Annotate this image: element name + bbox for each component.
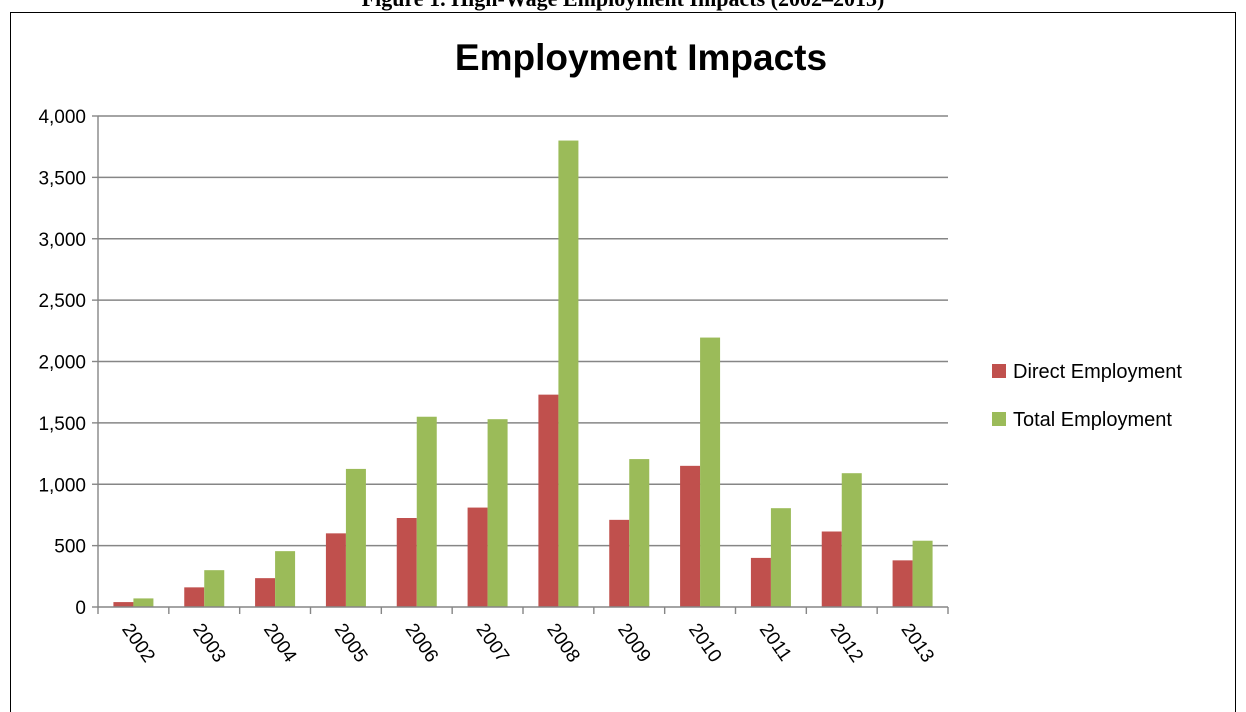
x-tick-label: 2013 bbox=[896, 620, 937, 667]
legend-label: Total Employment bbox=[1013, 409, 1172, 431]
bar-direct-employment-2011 bbox=[750, 557, 771, 607]
bar-total-employment-2008 bbox=[558, 140, 579, 608]
bar-direct-employment-2009 bbox=[609, 519, 630, 607]
bar-direct-employment-2007 bbox=[467, 507, 488, 607]
bar-total-employment-2013 bbox=[912, 540, 933, 607]
chart-frame bbox=[10, 12, 1236, 712]
y-tick-label: 1,000 bbox=[38, 475, 86, 496]
grid-lines bbox=[98, 115, 948, 547]
bar-total-employment-2002 bbox=[133, 598, 154, 607]
x-tick-label: 2004 bbox=[259, 620, 301, 667]
y-tick-label: 3,500 bbox=[38, 168, 86, 189]
legend-swatch bbox=[992, 364, 1006, 378]
x-tick-label: 2008 bbox=[542, 620, 583, 667]
y-tick-label: 2,500 bbox=[38, 291, 86, 312]
bar-total-employment-2012 bbox=[841, 473, 862, 607]
bar-direct-employment-2010 bbox=[680, 465, 701, 607]
legend-label: Direct Employment bbox=[1013, 361, 1182, 383]
bar-direct-employment-2013 bbox=[892, 560, 913, 607]
bar-direct-employment-2012 bbox=[821, 531, 842, 607]
bar-total-employment-2005 bbox=[345, 468, 366, 607]
bar-direct-employment-2003 bbox=[184, 587, 205, 607]
bar-total-employment-2009 bbox=[629, 459, 650, 607]
bar-total-employment-2003 bbox=[204, 570, 225, 607]
x-tick-label: 2007 bbox=[471, 620, 512, 667]
figure-caption: Figure 1. High-Wage Employment Impacts (… bbox=[0, 0, 1246, 12]
axes: 0 500 1,000 1,500 2,000 2,500 3,000 3,500 4,000 2… bbox=[38, 107, 949, 667]
x-tick-label: 2012 bbox=[826, 620, 867, 667]
x-tick-label: 2011 bbox=[755, 620, 796, 666]
y-tick-label: 4,000 bbox=[38, 107, 86, 128]
y-tick-label: 1,500 bbox=[38, 414, 86, 435]
y-tick-label: 500 bbox=[54, 537, 86, 558]
x-tick-label: 2005 bbox=[330, 620, 371, 667]
x-tick-label: 2010 bbox=[684, 620, 725, 667]
bar-direct-employment-2006 bbox=[396, 518, 417, 607]
bar-total-employment-2006 bbox=[416, 416, 437, 607]
x-tick-label: 2009 bbox=[613, 620, 654, 667]
bar-total-employment-2011 bbox=[770, 508, 791, 607]
x-tick-label: 2006 bbox=[401, 620, 442, 667]
bar-total-employment-2010 bbox=[700, 337, 721, 607]
x-tick-label: 2002 bbox=[117, 620, 158, 667]
bar-direct-employment-2008 bbox=[538, 394, 559, 607]
legend-swatch bbox=[992, 412, 1006, 426]
bar-direct-employment-2002 bbox=[113, 602, 134, 607]
bar-direct-employment-2004 bbox=[255, 578, 276, 607]
legend: Direct Employment Total Employment bbox=[992, 361, 1182, 431]
bar-direct-employment-2005 bbox=[325, 533, 346, 607]
y-tick-label: 3,000 bbox=[38, 230, 86, 251]
y-tick-label: 0 bbox=[75, 598, 86, 619]
y-tick-label: 2,000 bbox=[38, 353, 86, 374]
x-tick-label: 2003 bbox=[188, 620, 229, 667]
chart-title: Employment Impacts bbox=[455, 37, 827, 78]
bar-total-employment-2007 bbox=[487, 419, 508, 607]
bars bbox=[113, 140, 933, 608]
bar-total-employment-2004 bbox=[275, 551, 296, 607]
